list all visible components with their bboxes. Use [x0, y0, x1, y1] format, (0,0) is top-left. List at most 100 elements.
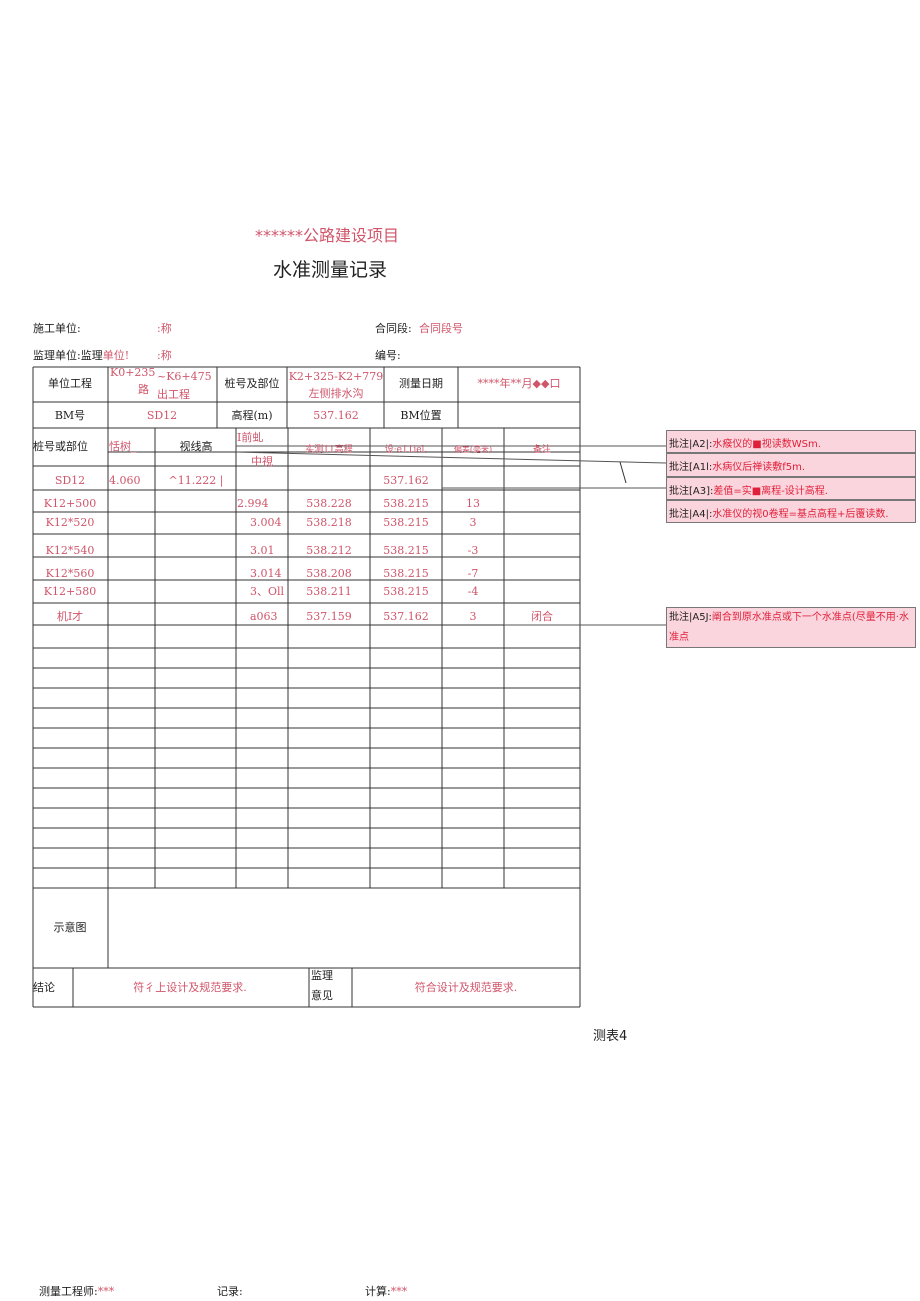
contract-value: 合同段号: [419, 322, 463, 335]
cell-r3-c3: 3.01: [250, 544, 275, 557]
cell-r3-c4: 538.212: [306, 544, 352, 557]
col-backsight: 恬树_: [109, 440, 137, 453]
unit-value-2: ~K6+475: [157, 370, 212, 383]
footer-record: 记录:: [217, 1285, 243, 1298]
construction-value: :称: [157, 322, 172, 335]
cell-r6-c6: 3: [469, 610, 477, 623]
annotation-comment[interactable]: 批注|A2|:水瘊仪的■视读数WSm.: [666, 430, 916, 453]
annotation-comment[interactable]: 批注[A1l:水病仪后禅读敷f5m.: [666, 453, 916, 477]
supervision-label-2: 意见: [311, 989, 333, 1002]
col-design-elev: 设·e11iel.: [384, 445, 428, 455]
cell-r0-c5: 537.162: [383, 474, 429, 487]
supervisor-label-text: 监理单位:监理: [33, 349, 103, 362]
number-label: 编号:: [375, 349, 401, 362]
unit-value-3: 路: [138, 383, 149, 396]
cell-r3-c0: K12*540: [45, 544, 95, 557]
annotation-tag: 批注[A3]:: [669, 486, 714, 497]
cell-r2-c4: 538.218: [306, 516, 352, 529]
form-number: 测表4: [593, 1029, 628, 1044]
cell-r6-c7: 闭合: [531, 610, 553, 623]
grid-line: [235, 451, 667, 464]
cell-r0-c1: 4.060: [109, 474, 141, 487]
project-title: ******公路建设项目: [255, 227, 399, 245]
col-middle: 中視: [251, 455, 273, 468]
cell-r1-c5: 538.215: [383, 497, 429, 510]
bm-label: BM号: [54, 409, 86, 422]
calc-value: ***: [390, 1285, 408, 1298]
col-remark: 备注: [532, 445, 552, 455]
cell-r5-c5: 538.215: [383, 585, 429, 598]
annotation-tag: 批注|A5J:: [669, 612, 712, 623]
bm-position-label: BM位置: [400, 409, 442, 422]
bm-value: SD12: [146, 409, 178, 422]
conclusion-label: 结论: [33, 981, 55, 994]
calc-label: 计算:: [365, 1285, 391, 1298]
cell-r6-c4: 537.159: [306, 610, 352, 623]
cell-r0-c0: SD12: [54, 474, 86, 487]
cell-r5-c3: 3、Oll: [250, 585, 285, 598]
cell-r1-c6: 13: [466, 497, 480, 510]
supervisor-label: 监理单位:监理单位!: [33, 349, 129, 362]
cell-r2-c6: 3: [469, 516, 477, 529]
station-value-1: K2+325-K2+779: [288, 370, 384, 383]
station-label: 桩号及部位: [224, 377, 280, 390]
annotation-text: 水病仪后禅读敷f5m.: [712, 462, 806, 473]
cell-r4-c4: 538.208: [306, 567, 352, 580]
elevation-value: 537.162: [313, 409, 359, 422]
cell-r4-c0: K12*560: [45, 567, 95, 580]
cell-r6-c0: 机I才: [56, 610, 84, 623]
unit-value-1: K0+235: [110, 366, 156, 379]
date-value: ****年**月◆◆口: [477, 377, 561, 390]
form-title: 水准测量记录: [273, 259, 388, 281]
annotation-text: 水准仪的视0卷程=基点高程+后覆读数.: [712, 509, 889, 520]
cell-r4-c6: -7: [467, 567, 479, 580]
cell-r3-c6: -3: [467, 544, 479, 557]
annotation-text: 阐合到原水准点或下一个水准点(尽量不用·水准点: [669, 612, 909, 643]
cell-r1-c0: K12+500: [43, 497, 97, 510]
col-station: 桩号或部位: [33, 440, 88, 453]
contract-label: 合同段:: [375, 322, 412, 335]
annotation-tag: 批注[A1l:: [669, 462, 713, 473]
cell-r0-c2: ^11.222 |: [168, 474, 224, 487]
annotation-tag: 批注|A2|:: [669, 439, 713, 450]
annotation-comment[interactable]: 批注[A3]:差值=实■离程-设计高程.: [666, 477, 916, 500]
supervision-value: 符合设计及规范要求.: [414, 981, 518, 994]
col-deviation: 偏差(毫米): [453, 445, 493, 454]
engineer-value: ***: [97, 1285, 115, 1298]
sketch-label: 示意图: [53, 921, 87, 934]
cell-r5-c0: K12+580: [43, 585, 97, 598]
supervision-label-1: 监理: [311, 969, 333, 982]
date-label: 测量日期: [399, 377, 443, 390]
unit-value-4: 出工程: [157, 388, 190, 401]
cell-r3-c5: 538.215: [383, 544, 429, 557]
col-foresight: I前虬: [237, 431, 264, 444]
cell-r2-c5: 538.215: [383, 516, 429, 529]
cell-r5-c6: -4: [467, 585, 479, 598]
annotation-comment[interactable]: 批注|A4|:水准仪的视0卷程=基点高程+后覆读数.: [666, 500, 916, 523]
annotation-text: 差值=实■离程-设计高程.: [713, 486, 828, 497]
grid-line: [619, 461, 627, 484]
conclusion-value: 符彳上设计及规范要求.: [133, 981, 247, 994]
annotation-comment[interactable]: 批注|A5J:阐合到原水准点或下一个水准点(尽量不用·水准点: [666, 607, 916, 648]
footer-calc: 计算:***: [365, 1285, 408, 1298]
cell-r2-c3: 3.004: [250, 516, 282, 529]
cell-r1-c4: 538.228: [306, 497, 352, 510]
supervisor-value2: :称: [157, 349, 172, 362]
cell-r4-c3: 3.014: [250, 567, 282, 580]
cell-r2-c0: K12*520: [45, 516, 95, 529]
footer-engineer: 测量工程师:***: [39, 1285, 115, 1298]
annotation-tag: 批注|A4|:: [669, 509, 713, 520]
station-value-2: 左侧排水沟: [308, 387, 364, 400]
cell-r6-c5: 537.162: [383, 610, 429, 623]
cell-r6-c3: a063: [250, 610, 278, 623]
cell-r5-c4: 538.211: [306, 585, 352, 598]
annotation-text: 水瘊仪的■视读数WSm.: [712, 439, 821, 450]
project-title-text: ******公路建设项目: [255, 226, 400, 245]
col-measured-elev: 实测11高程: [305, 445, 353, 455]
col-sight-height: 视线高: [179, 440, 213, 453]
unit-label: 单位工程: [48, 377, 92, 390]
cell-r1-c3: 2.994: [237, 497, 269, 510]
cell-r4-c5: 538.215: [383, 567, 429, 580]
